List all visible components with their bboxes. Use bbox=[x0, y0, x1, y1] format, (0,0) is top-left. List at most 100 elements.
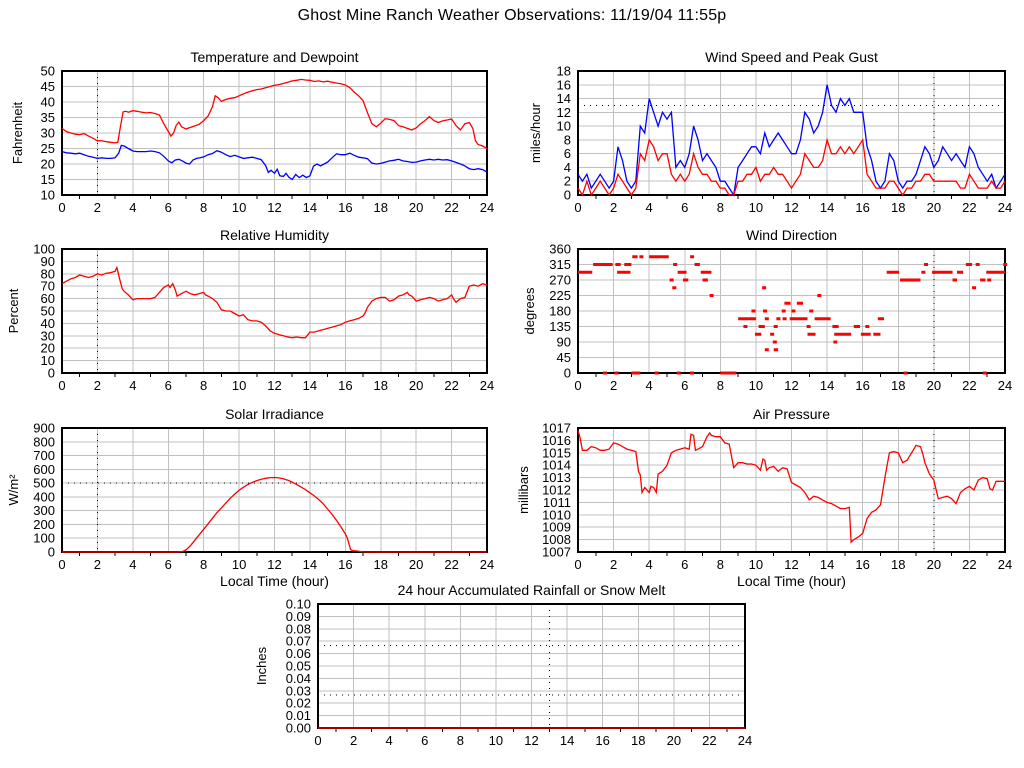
wind-direction-point bbox=[818, 317, 831, 321]
chart-temperature-dewpoint: 10 15 20 25 30 35 40 45 50 0 2 4 6 8 10 12 14 16 18 20 22 24 T… bbox=[10, 49, 494, 215]
x-tick-label: 4 bbox=[646, 200, 653, 215]
x-tick-label: 10 bbox=[232, 557, 246, 572]
x-tick-label: 14 bbox=[560, 733, 574, 748]
plot-border bbox=[577, 70, 1006, 196]
y-tick-label: 1015 bbox=[542, 445, 571, 460]
wind-direction-point bbox=[694, 263, 700, 266]
x-tick-label: 24 bbox=[480, 557, 494, 572]
y-tick-label: 50 bbox=[41, 304, 55, 319]
wind-direction-point bbox=[793, 317, 808, 321]
y-axis-label: Percent bbox=[6, 288, 21, 333]
y-tick-label: 2 bbox=[564, 174, 571, 189]
wind-direction-point bbox=[986, 270, 1005, 274]
wind-direction-point bbox=[720, 371, 737, 375]
wind-direction-point bbox=[676, 371, 681, 375]
wind-direction-point bbox=[773, 348, 779, 352]
wind-direction-point bbox=[982, 371, 987, 375]
wind-direction-point bbox=[700, 270, 712, 274]
y-tick-label: 0 bbox=[564, 188, 571, 203]
x-tick-label: 0 bbox=[58, 200, 65, 215]
y-tick-label: 16 bbox=[557, 77, 571, 92]
chart-wind-direction: 0 45 90 135 180 225 270 315 360 0 2 4 6 8 10 12 14 16 18 20… bbox=[522, 227, 1012, 393]
y-tick-label: 1007 bbox=[542, 545, 571, 560]
plot-border bbox=[61, 427, 488, 553]
wind-direction-point bbox=[764, 317, 769, 321]
chart-title: Relative Humidity bbox=[220, 227, 329, 243]
wind-direction-point bbox=[773, 325, 778, 328]
chart-solar-irradiance: 0 100 200 300 400 500 600 700 800 900 0 2 4 6 8 10 12 14 1… bbox=[6, 406, 494, 589]
chart-relative-humidity: 0 10 20 30 40 50 60 70 80 90 100 0 2 4 6 8 10 12 14 16 18 20 2… bbox=[6, 227, 494, 393]
x-tick-label: 0 bbox=[58, 378, 65, 393]
wind-direction-point bbox=[673, 263, 678, 266]
y-tick-label: 20 bbox=[41, 341, 55, 356]
x-tick-label: 8 bbox=[717, 557, 724, 572]
y-tick-label: 0.05 bbox=[286, 659, 311, 674]
y-axis-label: Fahrenheit bbox=[10, 102, 25, 165]
x-tick-label: 24 bbox=[998, 557, 1012, 572]
x-tick-label: 8 bbox=[200, 557, 207, 572]
x-tick-label: 6 bbox=[165, 378, 172, 393]
wind-direction-point bbox=[952, 278, 957, 282]
wind-direction-point bbox=[972, 286, 977, 290]
x-tick-label: 4 bbox=[646, 378, 653, 393]
y-tick-label: 45 bbox=[41, 79, 55, 94]
y-tick-label: 1010 bbox=[542, 507, 571, 522]
y-tick-label: 100 bbox=[33, 242, 55, 257]
y-tick-label: 900 bbox=[33, 421, 55, 436]
wind-direction-point bbox=[860, 332, 871, 336]
wind-direction-point bbox=[743, 325, 748, 328]
y-tick-label: 225 bbox=[549, 288, 571, 303]
series-air-pressure-line bbox=[577, 430, 1005, 544]
wind-direction-point bbox=[965, 263, 973, 266]
wind-direction-point bbox=[776, 317, 781, 321]
wind-direction-point bbox=[758, 325, 765, 328]
wind-direction-point bbox=[980, 278, 986, 282]
chart-title: Temperature and Dewpoint bbox=[190, 49, 358, 65]
x-tick-label: 24 bbox=[998, 378, 1012, 393]
wind-direction-point bbox=[796, 301, 804, 305]
wind-direction-point bbox=[709, 294, 714, 297]
wind-direction-point bbox=[781, 309, 786, 313]
wind-direction-point bbox=[784, 301, 791, 305]
x-tick-label: 12 bbox=[784, 378, 798, 393]
y-tick-label: 30 bbox=[41, 328, 55, 343]
wind-direction-point bbox=[873, 332, 881, 336]
wind-direction-point bbox=[956, 270, 964, 274]
x-tick-label: 2 bbox=[94, 200, 101, 215]
x-tick-label: 18 bbox=[374, 200, 388, 215]
wind-direction-point bbox=[615, 263, 621, 266]
y-tick-label: 14 bbox=[557, 91, 571, 106]
series-wind-speed-line bbox=[577, 137, 1006, 197]
x-tick-label: 8 bbox=[717, 200, 724, 215]
wind-direction-point bbox=[807, 332, 816, 336]
plot-area-rain: 0.000.010.020.030.040.050.060.070.080.09… bbox=[254, 582, 752, 748]
x-tick-label: 18 bbox=[631, 733, 645, 748]
x-tick-label: 16 bbox=[595, 733, 609, 748]
y-tick-label: 1011 bbox=[543, 495, 571, 510]
y-tick-label: 500 bbox=[33, 476, 55, 491]
y-tick-label: 0.00 bbox=[286, 721, 311, 736]
y-tick-label: 90 bbox=[41, 254, 55, 269]
wind-direction-point bbox=[755, 332, 762, 336]
wind-direction-point bbox=[669, 278, 674, 282]
x-tick-label: 12 bbox=[784, 200, 798, 215]
x-tick-label: 0 bbox=[574, 200, 581, 215]
wind-direction-point bbox=[632, 255, 638, 259]
x-tick-label: 20 bbox=[667, 733, 681, 748]
y-tick-label: 20 bbox=[41, 157, 55, 172]
y-tick-label: 10 bbox=[41, 188, 55, 203]
wind-direction-point bbox=[649, 255, 669, 259]
wind-direction-point bbox=[763, 309, 768, 313]
y-tick-label: 0.09 bbox=[286, 609, 311, 624]
x-tick-label: 4 bbox=[129, 557, 136, 572]
y-tick-label: 0 bbox=[48, 366, 55, 381]
x-tick-label: 4 bbox=[129, 200, 136, 215]
x-tick-label: 16 bbox=[855, 557, 869, 572]
x-tick-label: 18 bbox=[374, 557, 388, 572]
x-tick-label: 6 bbox=[165, 200, 172, 215]
wind-direction-point bbox=[865, 325, 870, 328]
wind-direction-point bbox=[770, 332, 775, 336]
wind-direction-point bbox=[833, 340, 838, 344]
x-tick-label: 2 bbox=[610, 378, 617, 393]
